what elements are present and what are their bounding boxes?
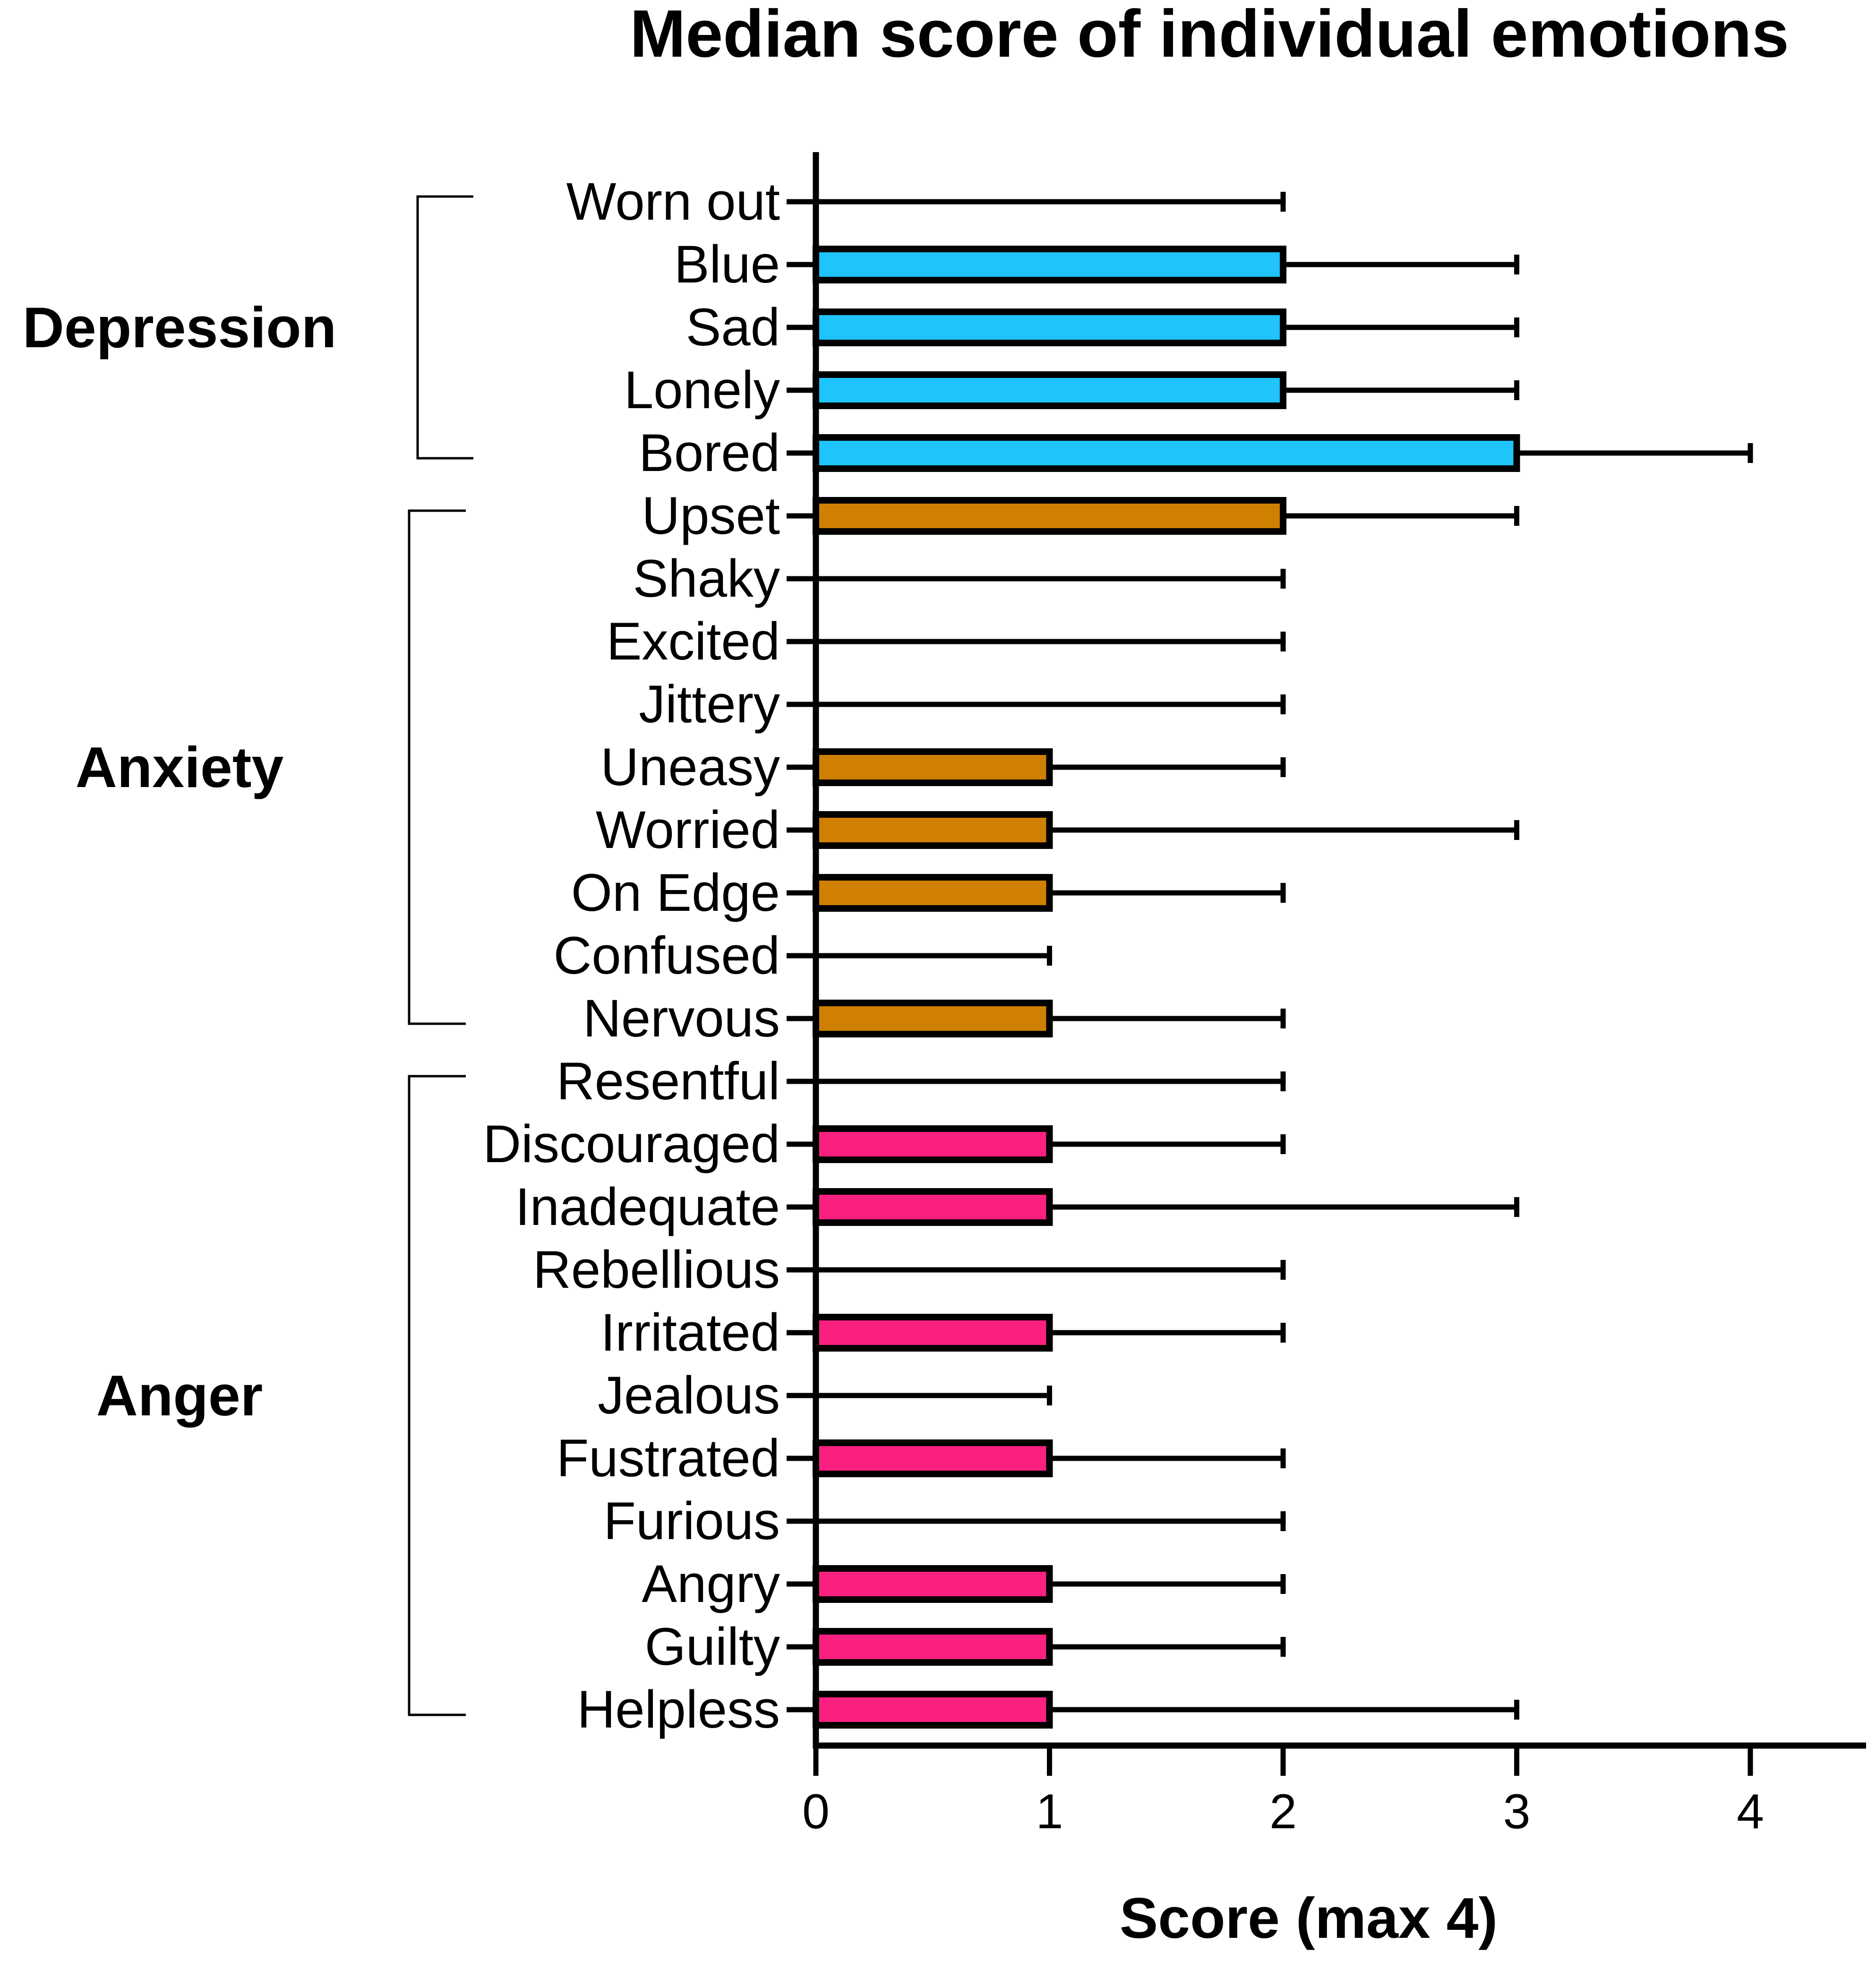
- bracket-anger: [408, 1075, 466, 1716]
- y-tick-label-confused: Confused: [554, 926, 780, 985]
- bar-inadequate: [813, 1188, 1053, 1226]
- y-tick-label-discouraged: Discouraged: [483, 1114, 780, 1173]
- bar-blue: [813, 246, 1286, 283]
- y-axis-ticks: Worn outBlueSadLonelyBoredUpsetShakyExci…: [483, 172, 816, 1739]
- y-tick-label-lonely: Lonely: [624, 360, 780, 420]
- x-axis-ticks: 0 1 2 3 4: [802, 1746, 1764, 1839]
- y-tick-label-rebellious: Rebellious: [533, 1240, 780, 1299]
- group-brackets: Depression Anxiety Anger: [23, 195, 473, 1716]
- bracket-anxiety: [408, 509, 466, 1025]
- chart-title: Median score of individual emotions: [630, 0, 1789, 71]
- y-tick-label-upset: Upset: [642, 486, 780, 545]
- y-tick-label-angry: Angry: [642, 1554, 780, 1613]
- bar-guilty: [813, 1628, 1053, 1666]
- y-tick-label-uneasy: Uneasy: [600, 737, 780, 796]
- y-tick-label-resentful: Resentful: [557, 1052, 780, 1111]
- x-tick-label-1: 1: [1036, 1784, 1063, 1839]
- x-tick-label-0: 0: [802, 1784, 830, 1839]
- y-tick-label-inadequate: Inadequate: [515, 1177, 780, 1236]
- group-label-anxiety: Anxiety: [76, 735, 284, 799]
- y-tick-label-fustrated: Fustrated: [557, 1429, 780, 1488]
- y-tick-label-on-edge: On Edge: [571, 863, 780, 922]
- x-axis-title: Score (max 4): [1120, 1886, 1498, 1950]
- bar-nervous: [813, 1000, 1053, 1037]
- bar-discouraged: [813, 1125, 1053, 1163]
- y-tick-label-furious: Furious: [604, 1491, 780, 1550]
- y-tick-label-worried: Worried: [596, 800, 780, 859]
- bracket-depression: [416, 195, 473, 460]
- y-tick-label-bored: Bored: [639, 423, 780, 482]
- x-tick-label-4: 4: [1737, 1784, 1764, 1839]
- bars-layer: [813, 246, 1520, 1729]
- error-bars-layer: [816, 192, 1753, 1720]
- y-tick-label-jealous: Jealous: [598, 1366, 780, 1425]
- bar-uneasy: [813, 748, 1053, 786]
- x-tick-label-2: 2: [1269, 1784, 1297, 1839]
- bar-worried: [813, 811, 1053, 849]
- y-tick-label-helpless: Helpless: [577, 1680, 780, 1739]
- bar-fustrated: [813, 1439, 1053, 1477]
- bar-upset: [813, 497, 1286, 535]
- bar-angry: [813, 1565, 1053, 1603]
- y-tick-label-irritated: Irritated: [600, 1303, 780, 1362]
- x-tick-label-3: 3: [1503, 1784, 1531, 1839]
- y-tick-label-excited: Excited: [607, 612, 780, 671]
- group-label-anger: Anger: [96, 1363, 263, 1428]
- bar-helpless: [813, 1691, 1053, 1729]
- bar-on-edge: [813, 874, 1053, 912]
- y-tick-label-nervous: Nervous: [583, 989, 780, 1048]
- group-label-depression: Depression: [23, 295, 336, 360]
- y-tick-label-shaky: Shaky: [633, 549, 780, 608]
- bar-lonely: [813, 371, 1286, 409]
- y-tick-label-blue: Blue: [674, 235, 780, 294]
- y-tick-label-worn-out: Worn out: [566, 172, 780, 231]
- bar-sad: [813, 308, 1286, 346]
- axes-layer: [813, 152, 1866, 1749]
- y-tick-label-guilty: Guilty: [645, 1617, 780, 1676]
- y-tick-label-sad: Sad: [686, 298, 780, 357]
- bar-bored: [813, 434, 1520, 472]
- y-tick-label-jittery: Jittery: [639, 675, 780, 734]
- bar-irritated: [813, 1314, 1053, 1352]
